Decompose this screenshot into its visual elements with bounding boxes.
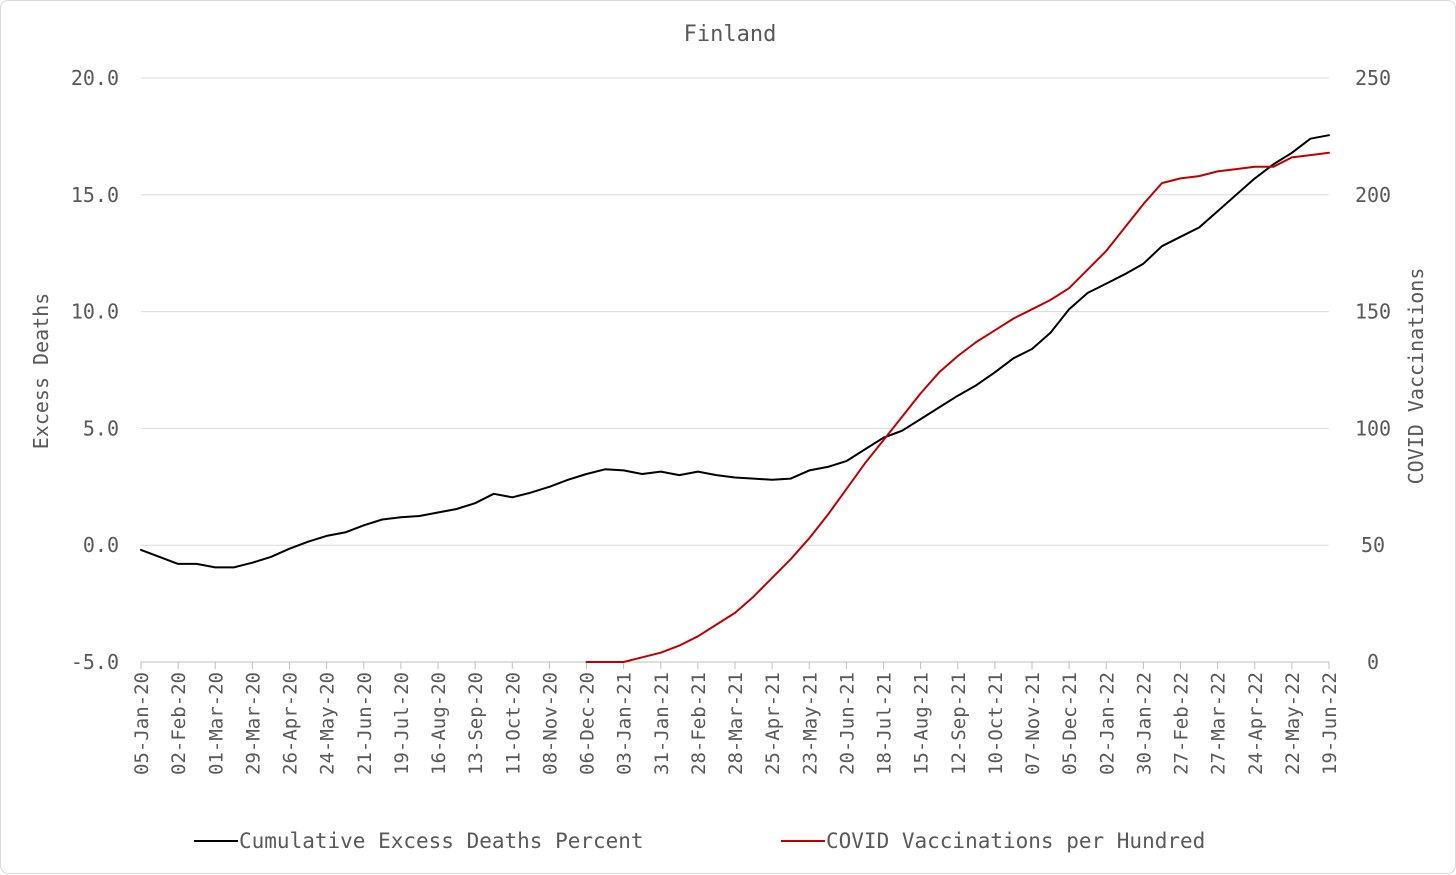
x-tick-label: 08-Nov-20 — [539, 672, 561, 775]
y-axis-right: 0 50 100 150 200 250 — [1355, 66, 1391, 674]
x-tick-label: 06-Dec-20 — [577, 672, 599, 775]
x-tick-label: 29-Mar-20 — [242, 672, 264, 775]
y-tick-label: 20.0 — [71, 66, 119, 90]
chart-title: Finland — [684, 22, 777, 47]
x-tick-label: 12-Sep-21 — [948, 672, 970, 775]
x-tick-label: 16-Aug-20 — [428, 672, 450, 775]
x-tick-label: 15-Aug-21 — [911, 672, 933, 775]
x-tick-label: 25-Apr-21 — [762, 672, 784, 775]
y-tick-label: 10.0 — [71, 300, 119, 324]
series-lines — [140, 134, 1330, 663]
y-axis-label: Excess Deaths — [29, 293, 53, 450]
x-tick-label: 19-Jul-20 — [391, 672, 413, 775]
x-tick-label: 05-Jan-20 — [131, 672, 153, 775]
x-tick-label: 22-May-22 — [1282, 672, 1304, 775]
x-tick-label: 18-Jul-21 — [874, 672, 896, 775]
x-tick-label: 26-Apr-20 — [280, 672, 302, 775]
x-tick-label: 31-Jan-21 — [651, 672, 673, 775]
x-tick-label: 19-Jun-22 — [1319, 672, 1341, 775]
y2-tick-label: 100 — [1355, 416, 1391, 440]
x-tick-label: 28-Mar-21 — [725, 672, 747, 775]
series-line-excess-deaths — [140, 134, 1330, 569]
x-tick-label: 24-May-20 — [317, 672, 339, 775]
x-tick-label: 05-Dec-21 — [1059, 672, 1081, 775]
x-tick-label: 24-Apr-22 — [1245, 672, 1267, 775]
x-tick-label: 23-May-21 — [799, 672, 821, 775]
y-tick-label: 15.0 — [71, 183, 119, 207]
legend-label: Cumulative Excess Deaths Percent — [239, 829, 644, 853]
legend-label: COVID Vaccinations per Hundred — [826, 829, 1205, 853]
x-tick-label: 02-Feb-20 — [168, 672, 190, 775]
legend: Cumulative Excess Deaths Percent COVID Va… — [194, 829, 1205, 853]
y2-tick-label: 250 — [1355, 66, 1391, 90]
x-tick-label: 20-Jun-21 — [836, 672, 858, 775]
x-tick-label: 01-Mar-20 — [205, 672, 227, 775]
series-line-vaccinations — [585, 151, 1330, 663]
y2-tick-label: 150 — [1355, 300, 1391, 324]
x-axis: 05-Jan-20 02-Feb-20 01-Mar-20 29-Mar-20 26-A… — [131, 661, 1341, 775]
gridlines — [141, 77, 1329, 663]
x-tick-label: 27-Feb-22 — [1171, 672, 1193, 775]
x-tick-label: 02-Jan-22 — [1096, 672, 1118, 775]
x-tick-label: 27-Mar-22 — [1208, 672, 1230, 775]
y-tick-label: 0.0 — [83, 533, 119, 557]
y-tick-label: -5.0 — [71, 650, 119, 674]
x-tick-label: 03-Jan-21 — [614, 672, 636, 775]
x-tick-label: 28-Feb-21 — [688, 672, 710, 775]
x-tick-label: 10-Oct-21 — [985, 672, 1007, 775]
x-tick-label: 07-Nov-21 — [1022, 672, 1044, 775]
y2-axis-label: COVID Vaccinations — [1404, 268, 1428, 485]
x-tick-label: 30-Jan-22 — [1133, 672, 1155, 775]
y2-tick-label: 200 — [1355, 183, 1391, 207]
y2-tick-label: 0 — [1367, 650, 1379, 674]
x-tick-label: 13-Sep-20 — [465, 672, 487, 775]
x-tick-label: 11-Oct-20 — [502, 672, 524, 775]
y-axis-left: -5.0 0.0 5.0 10.0 15.0 20.0 — [71, 66, 119, 674]
y2-tick-label: 50 — [1361, 533, 1385, 557]
y-tick-label: 5.0 — [83, 416, 119, 440]
x-tick-label: 21-Jun-20 — [354, 672, 376, 775]
